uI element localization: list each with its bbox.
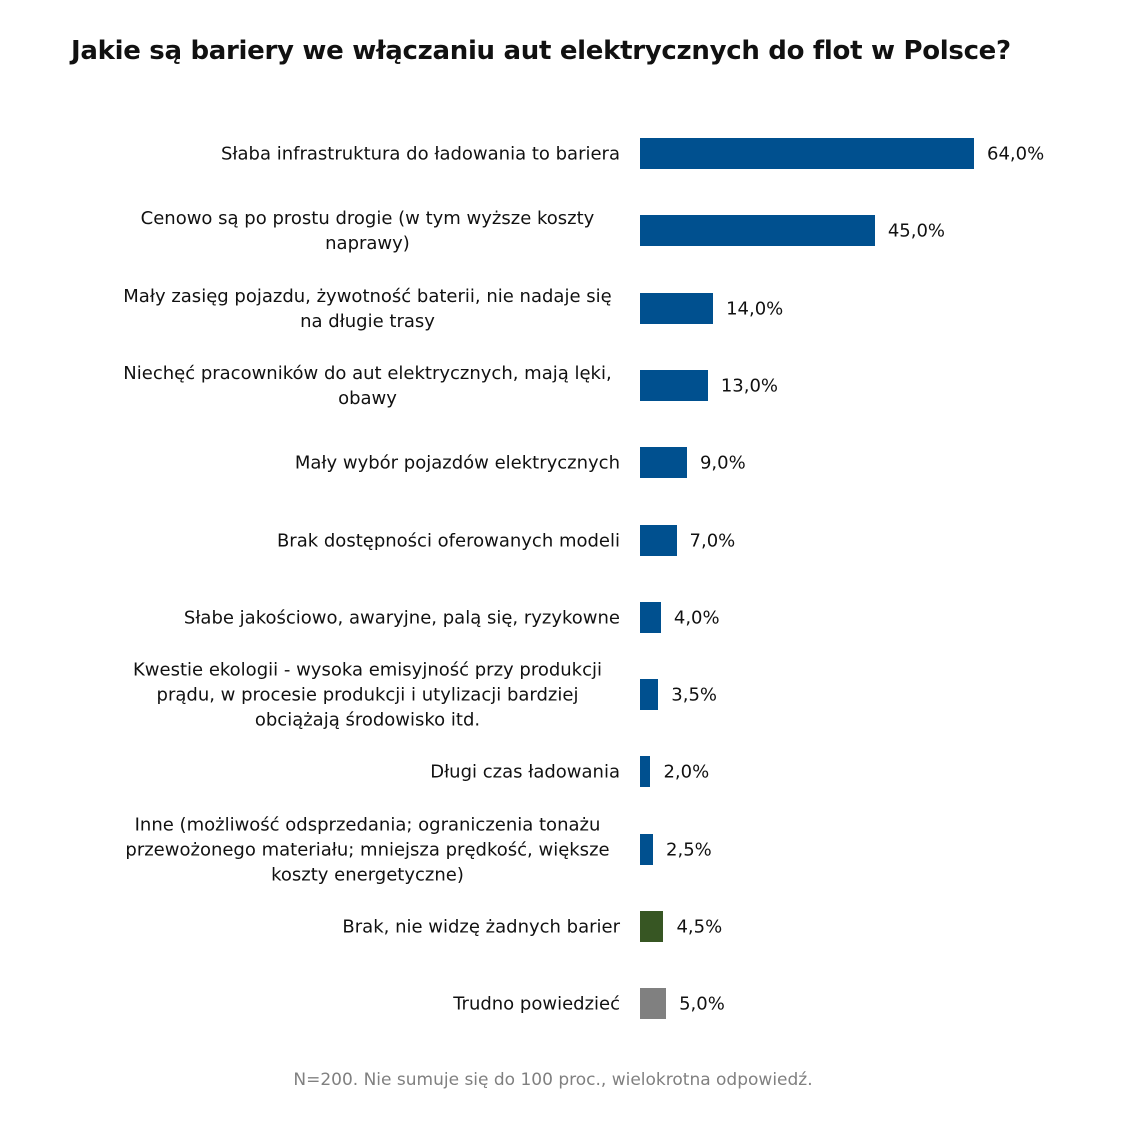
value-label: 4,5% xyxy=(676,916,723,938)
bar xyxy=(640,756,651,788)
category-label: Niechęć pracowników do aut elektrycznych… xyxy=(123,362,612,409)
bar xyxy=(640,679,659,711)
value-label: 14,0% xyxy=(726,298,784,320)
category-label: Trudno powiedzieć xyxy=(453,993,620,1015)
value-label: 64,0% xyxy=(987,143,1045,165)
category-label: Inne (możliwość odsprzedania; ograniczen… xyxy=(125,814,610,886)
category-label: Słaba infrastruktura do ładowania to bar… xyxy=(220,143,620,165)
bar xyxy=(640,833,654,865)
value-label: 7,0% xyxy=(689,530,736,551)
value-label: 4,0% xyxy=(673,607,720,629)
bar xyxy=(640,369,708,401)
category-label: Kwestie ekologii - wysoka emisyjność prz… xyxy=(132,659,602,731)
value-label: 45,0% xyxy=(887,220,946,242)
value-label: 2,5% xyxy=(666,839,712,861)
bar xyxy=(640,601,661,633)
category-label: Brak, nie widzę żadnych barier xyxy=(342,916,620,938)
category-label: Cenowo są po prostu drogie (w tym wyższe… xyxy=(140,208,595,255)
bar xyxy=(640,447,687,479)
category-label: Mały wybór pojazdów elektrycznych xyxy=(294,452,620,474)
bar xyxy=(640,524,677,556)
value-label: 5,0% xyxy=(679,993,725,1015)
bar xyxy=(640,988,667,1020)
category-label: Mały zasięg pojazdu, żywotność baterii, … xyxy=(123,285,612,332)
value-label: 3,5% xyxy=(671,684,717,706)
chart-title: Jakie są bariery we włączaniu aut elektr… xyxy=(71,36,1011,66)
category-label: Długi czas ładowania xyxy=(430,761,620,783)
category-label: Słabe jakościowo, awaryjne, palą się, ry… xyxy=(183,607,620,629)
chart-note: N=200. Nie sumuje się do 100 proc., wiel… xyxy=(293,1070,813,1090)
bar xyxy=(640,215,875,247)
value-label: 9,0% xyxy=(699,452,746,474)
value-label: 13,0% xyxy=(720,375,779,397)
value-label: 2,0% xyxy=(663,761,710,783)
bar xyxy=(640,138,974,169)
bar xyxy=(640,911,664,942)
category-label: Brak dostępności oferowanych modeli xyxy=(276,530,620,551)
bar xyxy=(640,292,714,324)
